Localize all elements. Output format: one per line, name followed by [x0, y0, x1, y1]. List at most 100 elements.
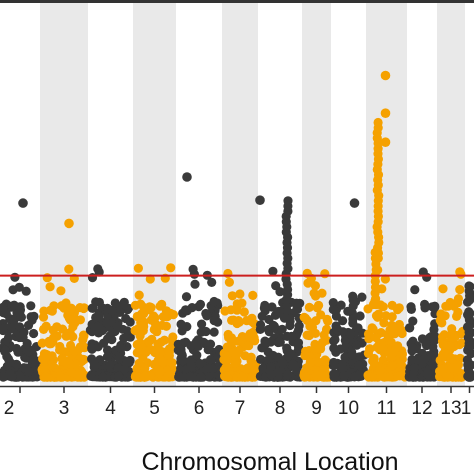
snp-point: [405, 323, 415, 333]
snp-point: [226, 305, 236, 315]
snp-point: [348, 295, 358, 305]
notable-point-chr-10: [349, 198, 360, 208]
snp-point: [119, 364, 129, 374]
snp-point: [145, 274, 155, 284]
snp-point: [181, 292, 192, 302]
snp-point: [363, 304, 373, 314]
snp-point: [279, 313, 290, 323]
snp-point: [224, 277, 234, 287]
snp-point: [230, 358, 240, 368]
snp-point: [421, 339, 431, 349]
snp-point: [380, 274, 390, 284]
snp-point: [409, 363, 419, 373]
snp-point: [274, 337, 284, 347]
snp-point: [56, 286, 66, 296]
snp-point: [91, 297, 101, 307]
snp-point: [302, 268, 312, 278]
notable-point-chr-11: [380, 70, 391, 81]
x-tick-label-12: 12: [411, 398, 432, 419]
snp-point: [206, 355, 216, 365]
snp-point: [235, 289, 245, 299]
snp-point: [115, 307, 125, 317]
snp-point: [429, 335, 439, 346]
notable-point-chr-3: [64, 218, 74, 229]
snp-point: [21, 286, 31, 296]
snp-point: [452, 311, 462, 321]
snp-point: [223, 268, 233, 279]
snp-point: [305, 357, 315, 367]
snp-point: [202, 311, 212, 321]
snp-point: [64, 264, 74, 274]
snp-point: [154, 346, 164, 356]
x-axis-title: Chromosomal Location: [141, 448, 398, 474]
snp-point: [367, 372, 377, 382]
x-tick-label-5: 5: [149, 398, 160, 419]
snp-point: [347, 350, 357, 360]
snp-point: [340, 352, 350, 362]
snp-point: [223, 329, 233, 340]
snp-point: [27, 315, 37, 325]
snp-point: [292, 302, 302, 312]
snp-point: [132, 311, 142, 322]
snp-point: [320, 269, 330, 279]
snp-point: [116, 343, 126, 353]
snp-point: [357, 292, 367, 302]
snp-point: [378, 302, 388, 312]
snp-point: [300, 350, 310, 361]
snp-point: [267, 302, 277, 312]
snp-point: [320, 368, 331, 378]
snp-point: [301, 372, 311, 382]
snp-point: [237, 298, 247, 308]
snp-point: [302, 330, 312, 340]
snp-point: [45, 305, 55, 315]
snp-point: [30, 355, 40, 366]
snp-point: [79, 330, 89, 340]
snp-point: [68, 322, 78, 332]
snp-point: [221, 362, 231, 372]
snp-point: [57, 354, 67, 364]
snp-point: [132, 348, 142, 358]
snp-point: [335, 344, 345, 354]
snp-point: [422, 272, 432, 282]
snp-point: [371, 332, 381, 343]
snp-point: [455, 285, 465, 295]
snp-point: [121, 313, 131, 324]
snp-point: [438, 284, 448, 294]
notable-point-chr-8: [255, 195, 265, 205]
snp-point: [389, 323, 399, 333]
snp-point: [311, 369, 321, 379]
snp-point: [140, 363, 150, 373]
snp-point: [192, 350, 202, 360]
snp-point: [137, 321, 147, 331]
snp-point: [155, 301, 165, 311]
snp-point: [107, 335, 117, 345]
x-tick-label-10: 10: [338, 398, 359, 419]
snp-point: [375, 366, 385, 376]
snp-point: [310, 328, 320, 338]
snp-point: [419, 354, 430, 364]
snp-point: [209, 327, 219, 337]
snp-point: [164, 347, 174, 357]
snp-point: [256, 320, 266, 330]
snp-point: [102, 345, 113, 355]
snp-points: [0, 70, 474, 382]
snp-point: [455, 267, 465, 277]
snp-point: [209, 316, 219, 326]
snp-point: [387, 361, 397, 371]
snp-point: [462, 322, 473, 332]
snp-point: [336, 300, 346, 310]
snp-point: [233, 336, 243, 346]
snp-point: [47, 351, 57, 361]
x-tick-label-1: 1: [461, 398, 472, 419]
snp-point: [449, 301, 459, 311]
snp-point: [122, 357, 132, 368]
snp-point: [244, 341, 254, 351]
snp-point: [41, 321, 51, 331]
snp-point: [87, 343, 97, 353]
snp-point: [5, 357, 15, 367]
snp-point: [264, 314, 274, 325]
snp-point: [178, 356, 188, 366]
snp-point: [422, 369, 432, 380]
snp-point: [14, 370, 25, 381]
snp-point: [119, 333, 129, 343]
